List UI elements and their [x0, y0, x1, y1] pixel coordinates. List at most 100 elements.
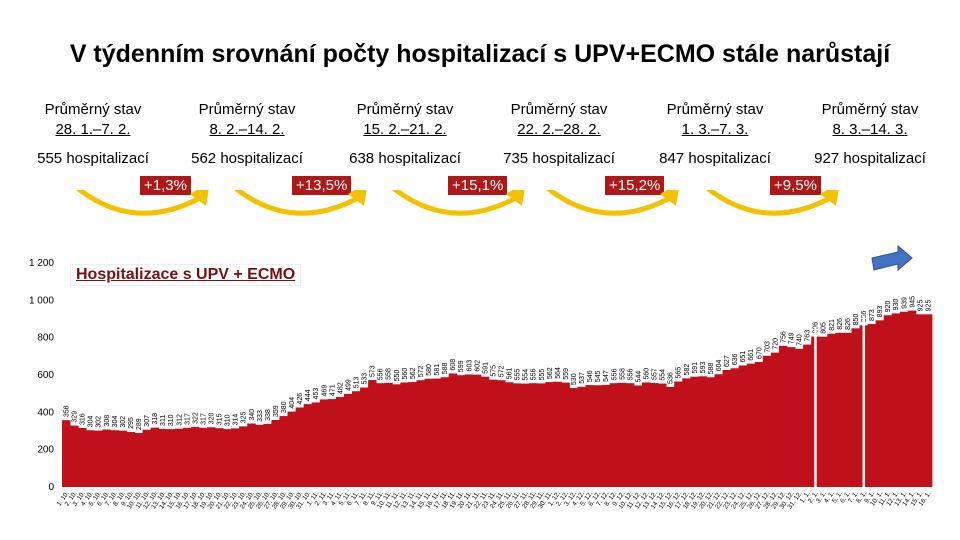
bar — [497, 380, 506, 487]
period-header: Průměrný stav 28. 1.–7. 2. — [18, 100, 168, 140]
bar — [182, 427, 192, 487]
data-label: 602 — [474, 360, 481, 372]
page-title: V týdenním srovnání počty hospitalizací … — [69, 40, 891, 68]
bar — [778, 345, 788, 487]
bar — [843, 332, 852, 487]
bar — [215, 428, 224, 487]
bar — [142, 429, 152, 487]
data-label: 893 — [877, 306, 884, 318]
data-label: 340 — [249, 409, 256, 421]
period-count: 735 hospitalizací — [503, 150, 615, 167]
data-label: 636 — [732, 353, 739, 365]
bar — [601, 384, 611, 487]
period-range: 15. 2.–21. 2. — [363, 121, 447, 138]
bar — [464, 374, 474, 487]
blue-trend-arrow — [871, 244, 913, 272]
data-label: 499 — [345, 379, 352, 391]
bar — [714, 374, 723, 487]
data-label: 588 — [708, 362, 715, 374]
bar — [819, 336, 828, 487]
period-label: Průměrný stav — [666, 101, 764, 118]
data-label: 565 — [676, 367, 683, 379]
week-divider-line — [814, 326, 817, 487]
bar — [899, 311, 909, 487]
data-label: 325 — [241, 412, 248, 424]
bar — [577, 386, 587, 487]
data-label: 556 — [531, 368, 538, 380]
bar — [851, 328, 860, 487]
data-label: 333 — [257, 410, 264, 422]
trend-arrows — [75, 190, 839, 216]
data-labels: 358 329 316 304 302 308 304 302 295 289 307 318 311 3… — [64, 296, 933, 430]
bar — [553, 381, 562, 487]
bar — [311, 402, 321, 487]
period-range: 8. 3.–14. 3. — [832, 121, 908, 138]
y-axis: 0 200 400 600 800 1 000 1 200 — [29, 258, 54, 493]
bar — [166, 429, 176, 487]
bar — [480, 376, 490, 487]
data-label: 558 — [386, 368, 393, 380]
bar — [432, 378, 442, 487]
period-header: Průměrný stav 15. 2.–21. 2. — [330, 100, 480, 140]
bar — [134, 433, 143, 487]
data-label: 763 — [805, 330, 812, 342]
data-label: 530 — [571, 373, 578, 385]
trend-arrow — [233, 190, 360, 216]
data-label: 661 — [748, 349, 755, 361]
bar — [867, 324, 877, 487]
data-label: 603 — [466, 360, 473, 372]
data-label: 302 — [120, 416, 127, 428]
data-label: 873 — [869, 309, 876, 321]
data-label: 720 — [772, 338, 779, 350]
bar — [674, 381, 683, 487]
data-label: 310 — [168, 414, 175, 426]
data-label: 545 — [595, 370, 602, 382]
data-label: 338 — [265, 409, 272, 421]
bar — [787, 347, 796, 487]
data-label: 588 — [442, 362, 449, 374]
bar — [86, 430, 95, 487]
bar — [62, 420, 71, 487]
data-label: 604 — [716, 359, 723, 371]
bar — [593, 385, 603, 487]
period-header: Průměrný stav 8. 2.–14. 2. — [172, 100, 322, 140]
data-label: 582 — [684, 364, 691, 376]
data-label: 560 — [644, 368, 651, 380]
period-label: Průměrný stav — [821, 101, 919, 118]
bar — [408, 382, 417, 487]
bar — [923, 314, 933, 487]
period-count: 638 hospitalizací — [349, 150, 461, 167]
period-header: Průměrný stav 8. 3.–14. 3. — [795, 100, 945, 140]
data-label: 925 — [925, 300, 932, 312]
bar — [223, 429, 232, 487]
period-header: Průměrný stav 22. 2.–28. 2. — [484, 100, 634, 140]
data-label: 554 — [523, 369, 530, 381]
data-label: 318 — [152, 413, 159, 425]
bar — [650, 383, 659, 487]
data-label: 312 — [176, 414, 183, 426]
bar — [94, 430, 103, 487]
period-count: 847 hospitalizací — [659, 150, 771, 167]
bar — [255, 424, 264, 487]
data-label: 307 — [144, 415, 151, 427]
data-label: 556 — [627, 368, 634, 380]
data-label: 554 — [660, 369, 667, 381]
data-label: 453 — [313, 388, 320, 400]
data-label: 556 — [611, 368, 618, 380]
data-label: 311 — [160, 415, 167, 426]
bar — [78, 428, 87, 487]
data-label: 550 — [394, 370, 401, 382]
data-label: 651 — [740, 351, 747, 363]
bar — [585, 385, 595, 487]
trend-arrow — [391, 190, 518, 216]
bars — [62, 310, 933, 487]
data-label: 670 — [756, 347, 763, 359]
bar — [722, 369, 732, 487]
bar — [762, 355, 772, 487]
data-label: 850 — [853, 314, 860, 326]
data-label: 308 — [104, 415, 111, 427]
week-divider-line — [862, 315, 866, 487]
data-label: 556 — [378, 368, 385, 380]
x-tick-labels: 1. 10.2. 10.3. 10.4. 10.5. 10.6. 10.7. 1… — [56, 490, 933, 510]
bar — [271, 419, 280, 487]
